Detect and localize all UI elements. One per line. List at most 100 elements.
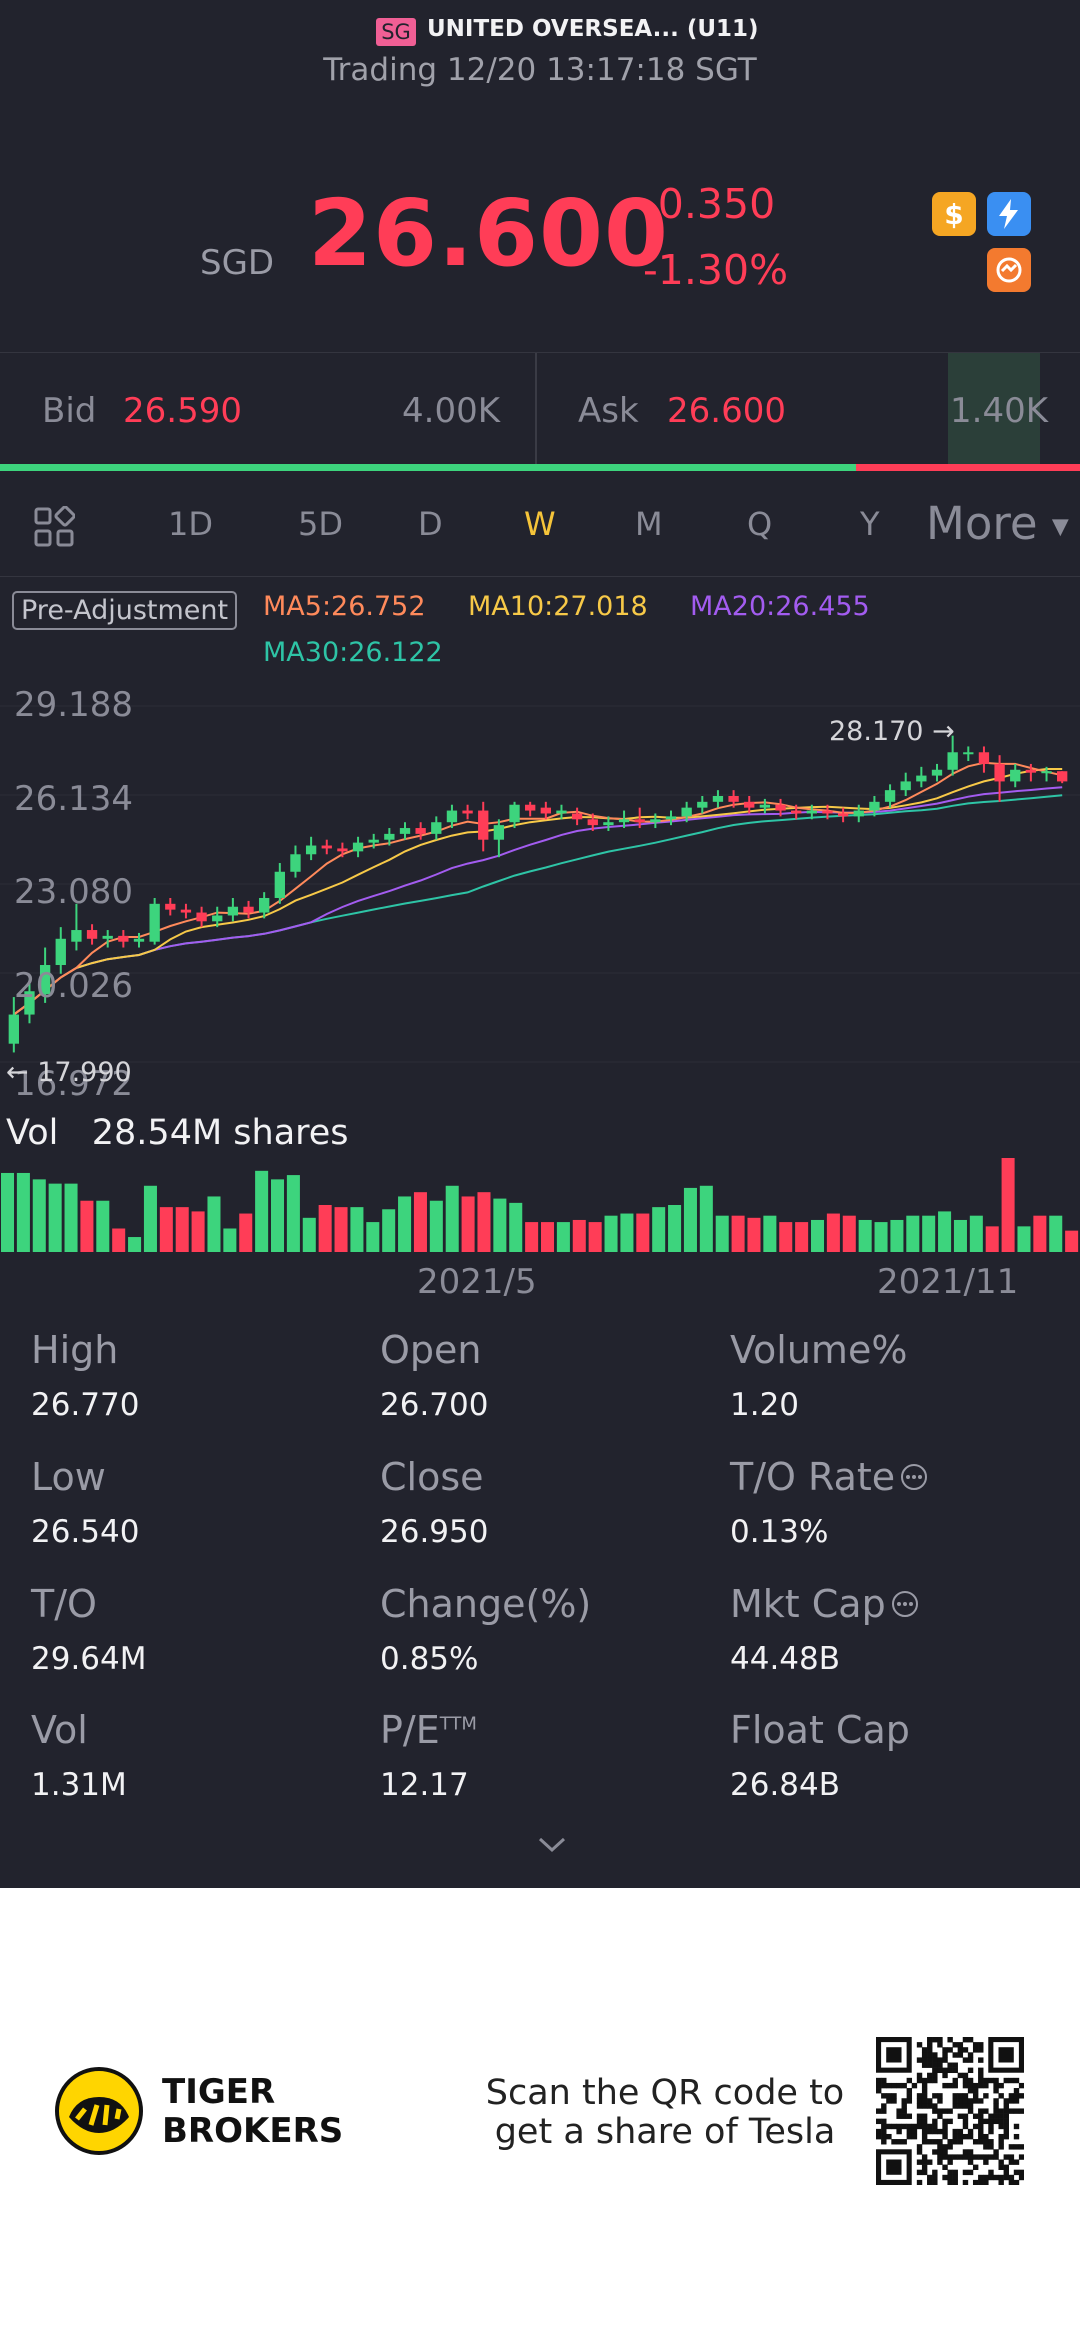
candle [446, 804, 458, 829]
stat-label-close: Close [380, 1455, 484, 1499]
volume-bar [842, 1215, 856, 1252]
price-change: -0.350 [643, 180, 776, 228]
volume-bar [1017, 1226, 1031, 1252]
volume-bar [699, 1185, 713, 1252]
volume-bar [350, 1207, 364, 1252]
candlestick-chart[interactable] [0, 680, 1080, 1090]
candle [321, 839, 332, 855]
volume-bar [96, 1200, 110, 1252]
tab-5d[interactable]: 5D [298, 505, 343, 543]
volume-bar [652, 1207, 666, 1252]
volume-bar [286, 1175, 300, 1252]
info-icon[interactable] [895, 1455, 929, 1499]
volume-bar [48, 1183, 62, 1252]
candle [744, 795, 755, 814]
volume-chart[interactable] [0, 1152, 1080, 1252]
stat-value-mkt-cap: 44.48B [730, 1641, 841, 1677]
stat-value-low: 26.540 [31, 1514, 140, 1550]
candle [1057, 771, 1068, 784]
ma20-legend: MA20:26.455 [690, 591, 870, 622]
candle [212, 906, 223, 928]
candle [24, 979, 35, 1024]
candle [368, 833, 379, 849]
ma10-line [13, 768, 1063, 1016]
tab-m[interactable]: M [635, 505, 663, 543]
stat-value-open: 26.700 [380, 1387, 489, 1423]
volume-bar [1065, 1230, 1079, 1252]
candle [759, 798, 771, 814]
candle [415, 822, 426, 840]
stat-label-p-e: P/ETTM [380, 1708, 477, 1752]
ma5-line [13, 761, 1063, 1016]
caret-down-icon: ▼ [1051, 514, 1069, 540]
bid-label: Bid [42, 391, 97, 431]
exchange-icon[interactable] [987, 248, 1031, 292]
y-tick-4: 20.026 [14, 966, 133, 1006]
tiger-logo [55, 2067, 143, 2159]
currency-label: SGD [200, 243, 275, 283]
bid-size: 4.00K [402, 391, 500, 431]
volume-bar [604, 1215, 618, 1252]
candle [634, 807, 645, 829]
chevron-down-icon[interactable] [536, 1835, 568, 1859]
volume-bar [938, 1211, 952, 1252]
volume-bar [556, 1222, 570, 1252]
tab-1d[interactable]: 1D [168, 505, 213, 543]
candle [916, 766, 927, 788]
volume-bar [112, 1228, 126, 1252]
ask-label: Ask [578, 391, 639, 431]
tab-w[interactable]: W [524, 505, 556, 543]
bid-price: 26.590 [123, 391, 242, 431]
stat-label-volume: Volume% [730, 1328, 908, 1372]
ask-size-highlight [948, 353, 1040, 467]
y-tick-3: 23.080 [14, 872, 133, 912]
stat-value-p-e: 12.17 [380, 1767, 469, 1803]
high-marker-value: 28.170 [829, 716, 924, 747]
volume-bar [477, 1192, 491, 1252]
stat-label-open: Open [380, 1328, 482, 1372]
volume-bar [572, 1219, 586, 1252]
candle [728, 790, 739, 808]
dollar-icon[interactable]: $ [932, 192, 976, 236]
candle [697, 795, 708, 814]
price-change-percent: -1.30% [643, 246, 789, 294]
stat-value-t-o: 29.64M [31, 1641, 147, 1677]
candle [618, 810, 630, 829]
candle [540, 801, 551, 820]
ticker-name[interactable]: UNITED OVERSEA... (U11) [427, 16, 759, 42]
tab-q[interactable]: Q [747, 505, 773, 543]
candle [462, 804, 473, 820]
pre-adjustment-toggle[interactable]: Pre-Adjustment [12, 591, 238, 630]
candle [712, 790, 724, 808]
volume-bar [223, 1228, 237, 1252]
qr-code[interactable] [876, 2037, 1024, 2185]
candle [900, 772, 911, 796]
more-tab[interactable]: More ▼ [926, 497, 1069, 550]
tab-d[interactable]: D [418, 505, 443, 543]
stat-value-vol: 1.31M [31, 1767, 127, 1803]
volume-bar [382, 1209, 396, 1252]
stat-label-high: High [31, 1328, 119, 1372]
volume-bar [874, 1222, 888, 1252]
stat-label-vol: Vol [31, 1708, 88, 1752]
candle [822, 804, 833, 820]
candle [603, 816, 614, 831]
volume-bar [255, 1170, 269, 1252]
volume-bar [334, 1207, 348, 1252]
volume-bar [731, 1215, 745, 1252]
candle [337, 842, 348, 858]
arrow-right-icon: → [932, 716, 955, 747]
flash-icon[interactable] [987, 192, 1031, 236]
volume-bar [969, 1215, 983, 1252]
info-icon[interactable] [886, 1582, 920, 1626]
tab-y[interactable]: Y [860, 505, 880, 543]
candle [39, 947, 51, 1003]
stat-value-close: 26.950 [380, 1514, 489, 1550]
stat-value-change: 0.85% [380, 1641, 479, 1677]
candle [947, 735, 958, 776]
grid-menu-icon[interactable] [33, 505, 76, 552]
candle [775, 798, 786, 817]
stat-label-sup: TTM [439, 1713, 477, 1735]
volume-bar [191, 1211, 205, 1252]
candle [243, 900, 254, 919]
